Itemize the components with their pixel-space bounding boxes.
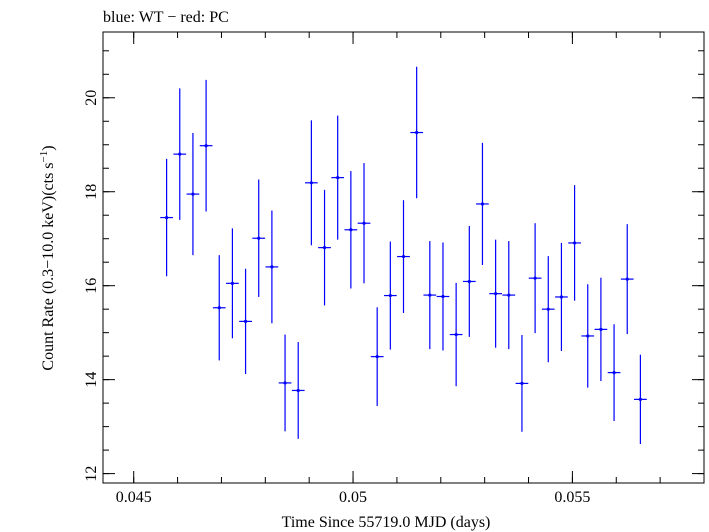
data-marker — [612, 370, 616, 375]
data-marker — [559, 295, 564, 299]
y-tick-labels: 12 14 16 18 20 — [83, 90, 100, 482]
data-marker — [586, 334, 590, 338]
data-point — [410, 66, 424, 199]
data-point — [634, 354, 647, 445]
data-point — [278, 334, 292, 432]
data-point — [476, 142, 489, 266]
data-marker — [375, 355, 379, 359]
data-marker — [322, 246, 327, 250]
data-marker — [217, 306, 221, 310]
data-point — [252, 179, 266, 297]
data-point — [199, 79, 213, 212]
data-marker — [349, 228, 353, 232]
data-point — [568, 185, 581, 301]
y-tick-label: 18 — [83, 184, 100, 200]
chart-title: blue: WT − red: PC — [103, 9, 229, 26]
x-tick-labels: 0.045 0.05 0.055 — [116, 489, 591, 506]
y-axis-label: Count Rate (0.3−10.0 keV)(cts s−1) — [38, 145, 57, 370]
y-tick-label: 16 — [83, 278, 100, 294]
y-tick-label: 12 — [83, 466, 100, 482]
data-marker — [546, 307, 550, 311]
data-marker — [599, 327, 603, 331]
data-marker — [454, 332, 458, 337]
data-point — [212, 255, 226, 361]
data-point — [357, 163, 371, 284]
data-point — [515, 335, 529, 432]
data-point — [160, 158, 173, 277]
data-point — [318, 189, 331, 306]
data-point — [186, 133, 200, 256]
data-marker — [401, 254, 406, 259]
data-point — [173, 88, 187, 220]
data-marker — [362, 221, 366, 225]
data-marker — [309, 181, 313, 185]
data-point — [462, 226, 476, 337]
data-point — [305, 120, 318, 246]
data-point — [291, 342, 305, 439]
data-point — [541, 256, 555, 363]
plot-frame — [102, 31, 705, 484]
data-point — [344, 171, 358, 289]
x-axis-label: Time Since 55719.0 MJD (days) — [282, 514, 491, 531]
data-marker — [428, 293, 432, 297]
data-marker — [415, 130, 419, 135]
data-marker — [520, 381, 524, 386]
data-point — [620, 224, 634, 335]
y-tick-label: 20 — [83, 90, 100, 106]
data-marker — [230, 281, 235, 285]
data-marker — [270, 265, 274, 269]
data-marker — [507, 293, 511, 297]
data-marker — [441, 294, 445, 299]
data-point — [226, 228, 239, 339]
data-point — [489, 239, 502, 348]
data-marker — [467, 279, 471, 284]
data-point — [502, 241, 516, 350]
data-point — [239, 268, 252, 375]
data-point — [423, 241, 437, 350]
data-marker — [572, 241, 577, 245]
data-point — [383, 241, 397, 350]
data-point — [594, 277, 608, 382]
major-ticks — [103, 32, 704, 483]
data-marker — [296, 388, 300, 393]
data-point — [555, 242, 568, 351]
x-tick-label: 0.045 — [116, 489, 152, 506]
data-marker — [480, 202, 485, 206]
data-points — [160, 66, 647, 445]
data-marker — [243, 319, 248, 323]
data-marker — [638, 397, 642, 401]
data-point — [607, 324, 621, 421]
data-point — [331, 115, 345, 240]
data-marker — [388, 293, 392, 298]
data-marker — [336, 176, 340, 180]
x-tick-label: 0.05 — [339, 489, 367, 506]
y-axis-label-exponent: −1 — [38, 151, 50, 163]
data-point — [449, 282, 463, 387]
data-marker — [533, 276, 537, 280]
data-point — [397, 200, 410, 313]
data-point — [436, 242, 450, 351]
y-axis-label-main: Count Rate (0.3−10.0 keV)(cts s — [40, 162, 57, 370]
data-point — [528, 223, 542, 334]
data-point — [581, 284, 595, 388]
y-tick-label: 14 — [83, 372, 100, 388]
data-point — [265, 210, 279, 324]
data-marker — [178, 152, 182, 156]
x-tick-label: 0.055 — [554, 489, 590, 506]
data-marker — [257, 236, 261, 240]
y-axis-label-tail: ) — [40, 145, 57, 150]
data-marker — [283, 381, 287, 385]
data-marker — [625, 277, 629, 281]
data-marker — [165, 215, 169, 220]
data-marker — [204, 144, 208, 148]
data-point — [370, 307, 384, 406]
data-marker — [494, 292, 498, 296]
data-marker — [191, 192, 195, 196]
